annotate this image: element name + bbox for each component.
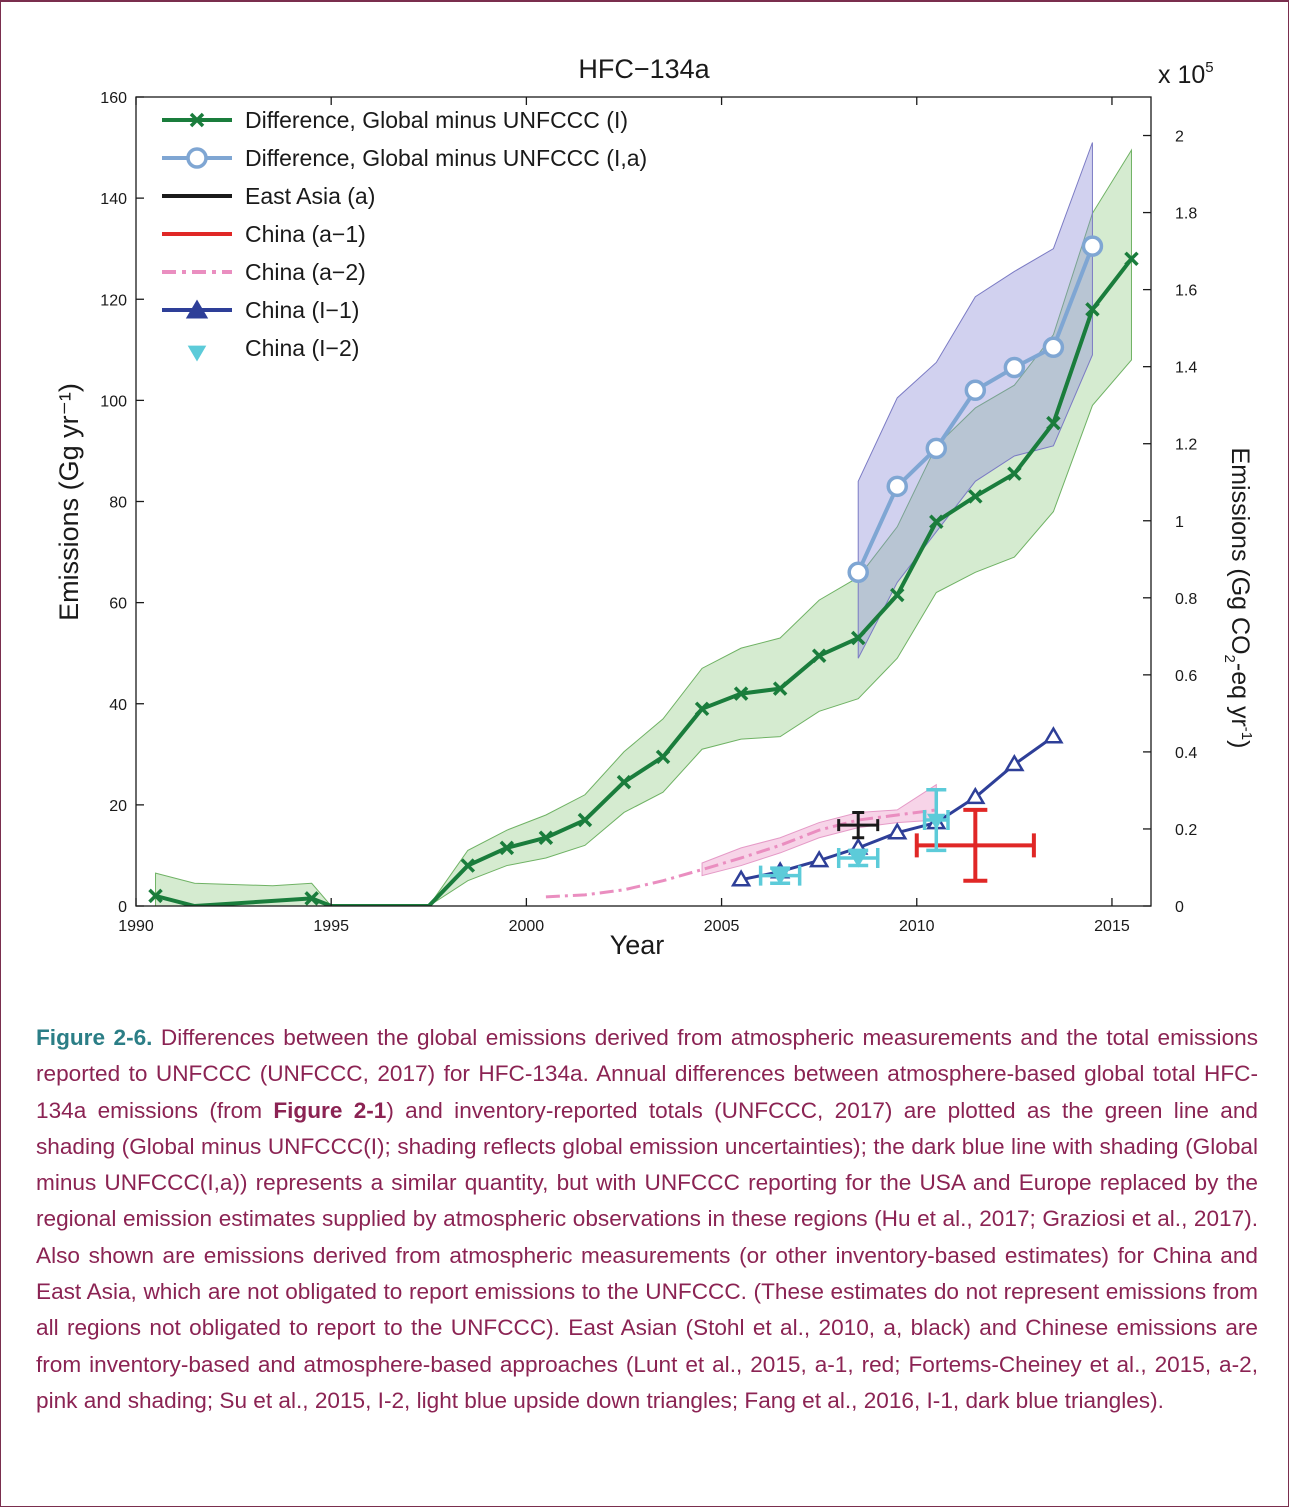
- x-tick-label: 1995: [313, 918, 349, 935]
- y2-tick-label: 0.8: [1175, 591, 1197, 608]
- legend-marker-china-i1: [185, 299, 209, 319]
- marker-global-minus-unfccc-i: [1007, 466, 1022, 481]
- y-tick-label: 80: [109, 495, 127, 512]
- legend-label: Difference, Global minus UNFCCC (I): [245, 107, 628, 133]
- marker-china-a1: [914, 807, 1036, 883]
- marker-global-minus-unfccc-i: [811, 648, 827, 663]
- y2-tick-label: 1.2: [1175, 437, 1197, 454]
- marker-china-i1: [730, 869, 752, 887]
- y2-tick-label: 1.8: [1175, 206, 1197, 223]
- marker-global-minus-unfccc-i: [655, 749, 671, 765]
- x-tick-label: 2000: [509, 918, 545, 935]
- x-axis-label: Year: [610, 930, 665, 960]
- y-tick-label: 0: [118, 899, 127, 916]
- marker-east-asia-a: [837, 810, 880, 840]
- y2-multiplier: x 105: [1158, 59, 1214, 89]
- legend-marker-china-i2: [187, 345, 207, 362]
- marker-china-i2: [770, 869, 790, 886]
- marker-global-minus-unfccc-i: [460, 858, 476, 873]
- line-china-a2: [545, 808, 937, 899]
- x-tick-label: 2010: [899, 918, 935, 935]
- marker-china-i1: [1043, 726, 1064, 744]
- marker-global-minus-unfccc-i: [304, 891, 319, 906]
- x-tick-label: 1990: [118, 918, 154, 935]
- legend-label: China (a−1): [245, 221, 366, 247]
- x-tick-label: 2015: [1094, 918, 1130, 935]
- legend-label: China (I−2): [245, 335, 359, 361]
- marker-global-minus-unfccc-i: [499, 840, 515, 856]
- marker-global-minus-unfccc-i: [890, 587, 905, 603]
- y-tick-label: 140: [100, 191, 127, 208]
- marker-global-minus-unfccc-i: [538, 830, 554, 845]
- y-tick-label: 160: [100, 90, 127, 107]
- y2-tick-label: 0.2: [1175, 822, 1197, 839]
- y-tick-label: 40: [109, 697, 127, 714]
- marker-global-minus-unfccc-i: [1085, 302, 1100, 317]
- y-tick-label: 60: [109, 596, 127, 613]
- marker-china-i2: [926, 813, 946, 830]
- y2-tick-label: 0.4: [1175, 745, 1197, 762]
- marker-global-minus-unfccc-i: [968, 489, 983, 504]
- y-tick-label: 100: [100, 393, 127, 410]
- marker-global-minus-unfccc-i: [694, 701, 710, 717]
- y2-multiplier-base: x 10: [1158, 61, 1205, 89]
- legend-label: Difference, Global minus UNFCCC (I,a): [245, 145, 647, 171]
- caption-figure-reference: Figure 2-1: [273, 1097, 387, 1123]
- legend-label: China (I−1): [245, 297, 359, 323]
- marker-global-minus-unfccc-i: [1124, 251, 1139, 267]
- marker-global-minus-unfccc-i: [148, 888, 163, 904]
- marker-global-minus-unfccc-i: [1046, 415, 1061, 431]
- chart-title: HFC−134a: [578, 54, 710, 84]
- y2-tick-label: 1.6: [1175, 283, 1197, 300]
- band-global-minus-unfccc-i: [155, 148, 1132, 906]
- marker-global-minus-unfccc-ia: [964, 379, 987, 402]
- marker-china-i2: [848, 851, 868, 868]
- y2-tick-label: 1: [1175, 514, 1184, 531]
- legend-marker-global-minus-unfccc-ia: [186, 147, 208, 169]
- marker-global-minus-unfccc-i: [772, 681, 788, 696]
- y-tick-label: 120: [100, 292, 127, 309]
- chart: HFC−134a x 105 Emissions (Gg yr⁻¹) Emiss…: [54, 54, 1255, 960]
- y2-multiplier-exponent: 5: [1205, 59, 1213, 76]
- line-china-i1: [740, 735, 1055, 882]
- y-tick-label: 20: [109, 798, 127, 815]
- marker-global-minus-unfccc-ia: [925, 437, 948, 460]
- marker-global-minus-unfccc-ia: [847, 561, 869, 584]
- legend-label: China (a−2): [245, 259, 366, 285]
- marker-global-minus-unfccc-i: [850, 630, 866, 646]
- y2-label-part-5: ): [1226, 740, 1254, 748]
- marker-china-i1: [1004, 753, 1025, 772]
- y2-label-sup: -1: [1238, 727, 1255, 740]
- marker-global-minus-unfccc-ia: [1081, 235, 1104, 257]
- marker-china-i1: [808, 850, 830, 868]
- y2-tick-label: 1.4: [1175, 360, 1197, 377]
- marker-global-minus-unfccc-ia: [886, 475, 908, 498]
- marker-global-minus-unfccc-ia: [1003, 356, 1026, 379]
- marker-global-minus-unfccc-ia: [1042, 336, 1065, 359]
- marker-global-minus-unfccc-i: [577, 812, 593, 828]
- figure-caption: Figure 2-6. Differences between the glob…: [36, 1020, 1258, 1419]
- marker-global-minus-unfccc-i: [616, 774, 632, 790]
- y-axis-label: Emissions (Gg yr⁻¹): [54, 383, 84, 621]
- caption-text-1: Differences between the global emissions…: [36, 1025, 1259, 1123]
- y2-label-part-3: -eq yr: [1226, 663, 1254, 727]
- caption-label: Figure 2-6.: [36, 1025, 153, 1050]
- x-tick-label: 2005: [704, 918, 740, 935]
- marker-global-minus-unfccc-i: [929, 514, 944, 529]
- y2-tick-label: 2: [1175, 129, 1184, 146]
- y2-label-sub: 2: [1221, 655, 1238, 663]
- legend-label: East Asia (a): [245, 183, 375, 209]
- marker-china-i1: [965, 786, 986, 805]
- caption-text-2: ) and inventory-reported totals (UNFCCC,…: [36, 1097, 1258, 1413]
- marker-china-i1: [887, 822, 908, 840]
- y2-tick-label: 0.6: [1175, 668, 1197, 685]
- y2-axis-label: Emissions (Gg CO2-eq yr-1): [1221, 448, 1255, 749]
- legend-marker-global-minus-unfccc-i: [189, 112, 205, 128]
- y2-label-part-1: Emissions (Gg CO: [1226, 448, 1254, 655]
- marker-global-minus-unfccc-i: [733, 686, 749, 701]
- y2-tick-label: 0: [1175, 899, 1184, 916]
